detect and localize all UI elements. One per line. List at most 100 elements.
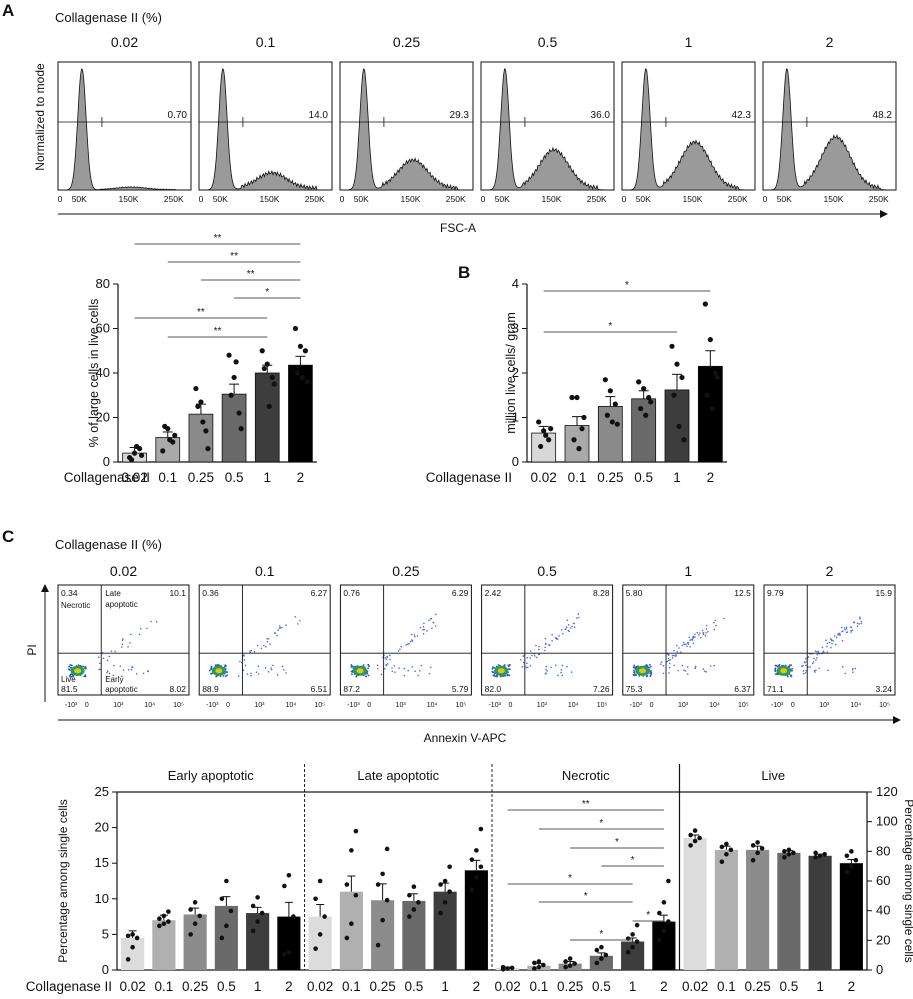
y-tick-right-label: 100: [876, 814, 898, 829]
hist-x-tick: 0: [763, 194, 768, 204]
data-point: [474, 875, 479, 880]
live-cluster-core: [780, 668, 788, 674]
event-dot: [277, 629, 280, 631]
x-tick-label: 1: [263, 470, 271, 485]
event-dot: [841, 639, 844, 642]
event-dot: [130, 668, 133, 671]
data-point: [157, 916, 162, 922]
panel-a-bar-chart: 0 20 40 60 80 0.02 0.1 0.25 0.5 1 2 Collagenase II%…: [64, 233, 317, 485]
event-dot: [243, 659, 246, 661]
early-value: 3.24: [875, 684, 892, 694]
event-dot: [805, 664, 807, 667]
necrotic-value: 0.34: [61, 588, 78, 598]
data-point: [671, 392, 677, 398]
data-point: [188, 907, 193, 912]
event-dot: [509, 664, 511, 666]
event-dot: [704, 634, 707, 637]
histogram-panel-3: 0.5 36.0 0 50K 150K 250K: [480, 34, 615, 204]
data-point: [599, 944, 604, 950]
data-point: [576, 446, 582, 452]
data-point: [813, 854, 818, 860]
x-tick-label: 0.5: [634, 470, 653, 485]
event-dot: [790, 664, 793, 667]
event-dot: [267, 670, 270, 673]
y-tick-right-label: 120: [876, 784, 898, 799]
histogram-panel-1: 0.1 14.0 0 50K 150K 250K: [198, 34, 333, 204]
event-dot: [263, 644, 265, 647]
event-dot: [696, 631, 699, 634]
event-dot: [545, 665, 548, 668]
significance-label: **: [247, 269, 255, 280]
event-dot: [849, 626, 852, 628]
data-point: [719, 844, 725, 850]
data-point: [236, 410, 242, 416]
significance-label: **: [582, 799, 590, 810]
data-point: [625, 949, 631, 955]
pi-axis-arrow: [41, 584, 49, 592]
event-dot: [413, 634, 416, 636]
event-dot: [120, 646, 123, 648]
event-dot: [217, 663, 220, 666]
necrotic-value: 5.80: [626, 588, 643, 598]
data-point: [634, 922, 640, 928]
hist-x-tick: 50K: [777, 194, 792, 204]
event-dot: [285, 624, 287, 626]
event-dot: [135, 673, 138, 675]
necrotic-value: 9.79: [767, 588, 784, 598]
event-dot: [419, 626, 422, 629]
data-point: [259, 910, 265, 916]
quadrant-name-late-1: Late: [105, 589, 121, 598]
event-dot: [529, 650, 532, 652]
data-point: [192, 900, 198, 905]
data-point: [541, 428, 547, 434]
event-dot: [841, 665, 844, 668]
y-tick-label: 80: [96, 276, 110, 291]
event-dot: [686, 673, 689, 675]
event-dot: [648, 663, 651, 666]
data-point: [602, 377, 608, 383]
event-dot: [376, 664, 379, 667]
data-point: [666, 878, 671, 884]
scatter-x-label: Annexin V-APC: [424, 731, 507, 745]
bar-1: [808, 855, 832, 970]
data-point: [226, 352, 232, 358]
event-dot: [264, 646, 267, 648]
event-dot: [567, 624, 570, 626]
event-dot: [120, 675, 123, 677]
event-dot: [250, 649, 253, 652]
data-point: [197, 913, 202, 919]
event-dot: [705, 624, 708, 627]
scatter-x-tick: 10⁵: [597, 702, 608, 709]
event-dot: [257, 673, 260, 675]
data-point: [755, 840, 760, 845]
event-dot: [367, 674, 370, 677]
data-point: [313, 896, 318, 902]
hist-x-label: FSC-A: [440, 221, 476, 235]
data-point: [297, 343, 304, 349]
event-dot: [646, 664, 649, 667]
data-point: [219, 896, 225, 902]
hist-curve: [765, 68, 894, 191]
data-point: [438, 910, 443, 916]
event-dot: [529, 656, 531, 659]
data-point: [133, 443, 140, 450]
event-dot: [491, 670, 494, 673]
event-dot: [649, 665, 652, 668]
data-point: [160, 448, 166, 454]
data-point: [447, 889, 452, 894]
data-point: [692, 828, 698, 833]
event-dot: [422, 628, 424, 631]
hist-x-tick: 0: [340, 194, 345, 204]
x-tick-label: 2: [707, 470, 715, 485]
event-dot: [774, 670, 777, 673]
significance-label: *: [599, 929, 603, 940]
event-dot: [266, 640, 269, 643]
significance-label: **: [214, 326, 222, 337]
event-dot: [545, 668, 547, 671]
event-dot: [774, 668, 776, 671]
x-tick-label: 0.5: [404, 979, 423, 994]
panel-label-c: C: [2, 527, 14, 546]
data-point: [822, 852, 827, 857]
event-dot: [817, 650, 820, 653]
